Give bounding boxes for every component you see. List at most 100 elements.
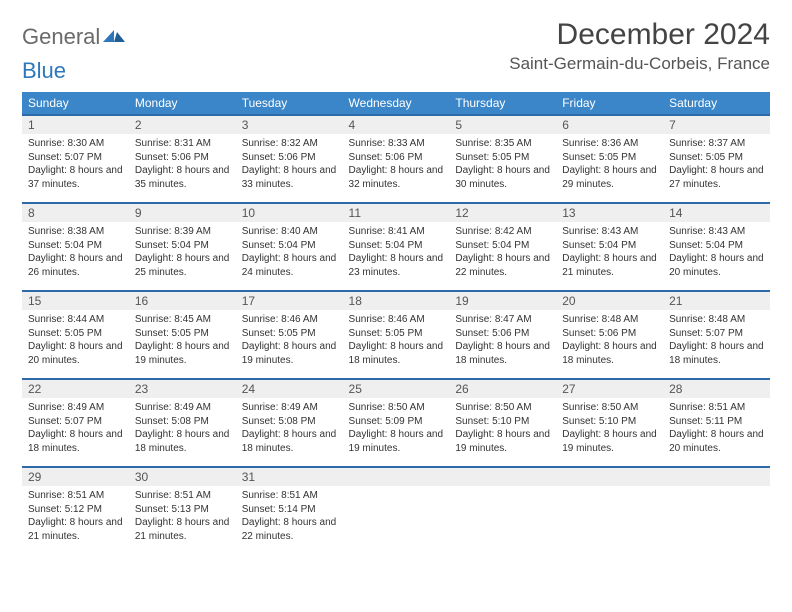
- calendar-cell: [343, 466, 450, 554]
- calendar-cell: 25Sunrise: 8:50 AMSunset: 5:09 PMDayligh…: [343, 378, 450, 466]
- calendar-week-row: 22Sunrise: 8:49 AMSunset: 5:07 PMDayligh…: [22, 378, 770, 466]
- day-number: 30: [129, 466, 236, 486]
- weekday-header: Tuesday: [236, 92, 343, 114]
- calendar-cell: 24Sunrise: 8:49 AMSunset: 5:08 PMDayligh…: [236, 378, 343, 466]
- logo-text-gray: General: [22, 24, 100, 50]
- day-details: Sunrise: 8:41 AMSunset: 5:04 PMDaylight:…: [343, 222, 450, 283]
- day-details: Sunrise: 8:49 AMSunset: 5:07 PMDaylight:…: [22, 398, 129, 459]
- calendar-cell: 2Sunrise: 8:31 AMSunset: 5:06 PMDaylight…: [129, 114, 236, 202]
- day-number: 18: [343, 290, 450, 310]
- day-details: Sunrise: 8:49 AMSunset: 5:08 PMDaylight:…: [129, 398, 236, 459]
- day-details: Sunrise: 8:43 AMSunset: 5:04 PMDaylight:…: [556, 222, 663, 283]
- calendar-cell: 27Sunrise: 8:50 AMSunset: 5:10 PMDayligh…: [556, 378, 663, 466]
- calendar-cell: 20Sunrise: 8:48 AMSunset: 5:06 PMDayligh…: [556, 290, 663, 378]
- calendar-cell: [663, 466, 770, 554]
- calendar-table: SundayMondayTuesdayWednesdayThursdayFrid…: [22, 92, 770, 554]
- weekday-header-row: SundayMondayTuesdayWednesdayThursdayFrid…: [22, 92, 770, 114]
- day-number: 15: [22, 290, 129, 310]
- day-details: Sunrise: 8:45 AMSunset: 5:05 PMDaylight:…: [129, 310, 236, 371]
- day-number: 22: [22, 378, 129, 398]
- weekday-header: Thursday: [449, 92, 556, 114]
- day-number: 24: [236, 378, 343, 398]
- day-number: 31: [236, 466, 343, 486]
- day-number: 25: [343, 378, 450, 398]
- calendar-cell: 9Sunrise: 8:39 AMSunset: 5:04 PMDaylight…: [129, 202, 236, 290]
- logo-flag-icon: [103, 24, 125, 50]
- day-details: Sunrise: 8:38 AMSunset: 5:04 PMDaylight:…: [22, 222, 129, 283]
- day-number-empty: [449, 466, 556, 486]
- calendar-cell: 4Sunrise: 8:33 AMSunset: 5:06 PMDaylight…: [343, 114, 450, 202]
- day-number: 27: [556, 378, 663, 398]
- day-details: Sunrise: 8:51 AMSunset: 5:12 PMDaylight:…: [22, 486, 129, 547]
- day-details: Sunrise: 8:33 AMSunset: 5:06 PMDaylight:…: [343, 134, 450, 195]
- day-number: 8: [22, 202, 129, 222]
- calendar-cell: 23Sunrise: 8:49 AMSunset: 5:08 PMDayligh…: [129, 378, 236, 466]
- day-details: Sunrise: 8:51 AMSunset: 5:14 PMDaylight:…: [236, 486, 343, 547]
- day-number: 3: [236, 114, 343, 134]
- weekday-header: Saturday: [663, 92, 770, 114]
- calendar-cell: 3Sunrise: 8:32 AMSunset: 5:06 PMDaylight…: [236, 114, 343, 202]
- day-number: 7: [663, 114, 770, 134]
- day-details: Sunrise: 8:36 AMSunset: 5:05 PMDaylight:…: [556, 134, 663, 195]
- calendar-cell: 28Sunrise: 8:51 AMSunset: 5:11 PMDayligh…: [663, 378, 770, 466]
- day-number-empty: [663, 466, 770, 486]
- day-number: 4: [343, 114, 450, 134]
- day-details: Sunrise: 8:50 AMSunset: 5:10 PMDaylight:…: [556, 398, 663, 459]
- day-number: 21: [663, 290, 770, 310]
- day-number-empty: [343, 466, 450, 486]
- day-details: Sunrise: 8:44 AMSunset: 5:05 PMDaylight:…: [22, 310, 129, 371]
- day-details: Sunrise: 8:30 AMSunset: 5:07 PMDaylight:…: [22, 134, 129, 195]
- calendar-cell: 26Sunrise: 8:50 AMSunset: 5:10 PMDayligh…: [449, 378, 556, 466]
- calendar-cell: 13Sunrise: 8:43 AMSunset: 5:04 PMDayligh…: [556, 202, 663, 290]
- day-details: Sunrise: 8:51 AMSunset: 5:13 PMDaylight:…: [129, 486, 236, 547]
- day-details: Sunrise: 8:50 AMSunset: 5:09 PMDaylight:…: [343, 398, 450, 459]
- calendar-cell: [556, 466, 663, 554]
- day-number: 17: [236, 290, 343, 310]
- calendar-cell: 18Sunrise: 8:46 AMSunset: 5:05 PMDayligh…: [343, 290, 450, 378]
- calendar-week-row: 15Sunrise: 8:44 AMSunset: 5:05 PMDayligh…: [22, 290, 770, 378]
- day-number: 1: [22, 114, 129, 134]
- day-number: 29: [22, 466, 129, 486]
- calendar-cell: 7Sunrise: 8:37 AMSunset: 5:05 PMDaylight…: [663, 114, 770, 202]
- calendar-cell: 10Sunrise: 8:40 AMSunset: 5:04 PMDayligh…: [236, 202, 343, 290]
- calendar-week-row: 8Sunrise: 8:38 AMSunset: 5:04 PMDaylight…: [22, 202, 770, 290]
- day-details: Sunrise: 8:32 AMSunset: 5:06 PMDaylight:…: [236, 134, 343, 195]
- day-number: 12: [449, 202, 556, 222]
- day-details: Sunrise: 8:40 AMSunset: 5:04 PMDaylight:…: [236, 222, 343, 283]
- logo: General: [22, 18, 125, 50]
- day-details: Sunrise: 8:39 AMSunset: 5:04 PMDaylight:…: [129, 222, 236, 283]
- day-number: 19: [449, 290, 556, 310]
- calendar-cell: 8Sunrise: 8:38 AMSunset: 5:04 PMDaylight…: [22, 202, 129, 290]
- day-number: 11: [343, 202, 450, 222]
- day-details: Sunrise: 8:35 AMSunset: 5:05 PMDaylight:…: [449, 134, 556, 195]
- day-details: Sunrise: 8:31 AMSunset: 5:06 PMDaylight:…: [129, 134, 236, 195]
- weekday-header: Wednesday: [343, 92, 450, 114]
- weekday-header: Sunday: [22, 92, 129, 114]
- weekday-header: Friday: [556, 92, 663, 114]
- day-number: 9: [129, 202, 236, 222]
- day-details: Sunrise: 8:49 AMSunset: 5:08 PMDaylight:…: [236, 398, 343, 459]
- day-details: Sunrise: 8:43 AMSunset: 5:04 PMDaylight:…: [663, 222, 770, 283]
- day-number: 10: [236, 202, 343, 222]
- day-number: 6: [556, 114, 663, 134]
- calendar-cell: 21Sunrise: 8:48 AMSunset: 5:07 PMDayligh…: [663, 290, 770, 378]
- calendar-cell: 22Sunrise: 8:49 AMSunset: 5:07 PMDayligh…: [22, 378, 129, 466]
- day-number: 26: [449, 378, 556, 398]
- calendar-cell: 19Sunrise: 8:47 AMSunset: 5:06 PMDayligh…: [449, 290, 556, 378]
- day-number: 16: [129, 290, 236, 310]
- day-number-empty: [556, 466, 663, 486]
- day-number: 5: [449, 114, 556, 134]
- day-details: Sunrise: 8:48 AMSunset: 5:07 PMDaylight:…: [663, 310, 770, 371]
- calendar-cell: 16Sunrise: 8:45 AMSunset: 5:05 PMDayligh…: [129, 290, 236, 378]
- calendar-cell: 12Sunrise: 8:42 AMSunset: 5:04 PMDayligh…: [449, 202, 556, 290]
- day-details: Sunrise: 8:42 AMSunset: 5:04 PMDaylight:…: [449, 222, 556, 283]
- month-title: December 2024: [509, 18, 770, 52]
- day-details: Sunrise: 8:37 AMSunset: 5:05 PMDaylight:…: [663, 134, 770, 195]
- day-number: 28: [663, 378, 770, 398]
- calendar-cell: 31Sunrise: 8:51 AMSunset: 5:14 PMDayligh…: [236, 466, 343, 554]
- day-details: Sunrise: 8:47 AMSunset: 5:06 PMDaylight:…: [449, 310, 556, 371]
- calendar-cell: 30Sunrise: 8:51 AMSunset: 5:13 PMDayligh…: [129, 466, 236, 554]
- calendar-cell: 14Sunrise: 8:43 AMSunset: 5:04 PMDayligh…: [663, 202, 770, 290]
- weekday-header: Monday: [129, 92, 236, 114]
- location: Saint-Germain-du-Corbeis, France: [509, 54, 770, 74]
